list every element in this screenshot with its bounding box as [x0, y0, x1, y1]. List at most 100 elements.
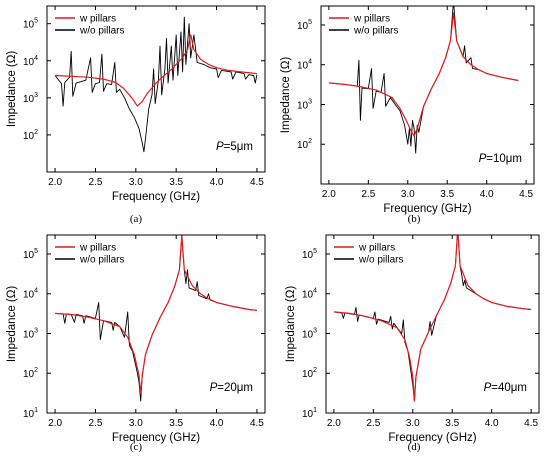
- y-tick-exponent: 5: [34, 248, 38, 255]
- panel-caption: (b): [408, 213, 421, 225]
- x-tick-label: 4.0: [210, 177, 224, 188]
- y-tick-exponent: 2: [34, 129, 38, 136]
- period-value: =20μm: [217, 382, 253, 394]
- x-axis-label: Frequency (GHz): [112, 432, 200, 444]
- period-annotation: P=5μm: [216, 141, 253, 153]
- x-tick-label: 4.5: [524, 418, 538, 429]
- y-tick-exponent: 4: [34, 55, 38, 62]
- period-symbol: P: [479, 153, 487, 165]
- y-tick-exponent: 2: [34, 367, 38, 374]
- plot-frame: [325, 234, 540, 414]
- y-tick-exponent: 1: [34, 407, 38, 414]
- x-tick-label: 2.0: [48, 177, 62, 188]
- y-tick-base: 10: [23, 369, 35, 380]
- y-tick-label: 102: [297, 138, 312, 151]
- y-tick-exponent: 2: [313, 367, 317, 374]
- y-tick-label: 101: [302, 407, 317, 420]
- y-tick-base: 10: [23, 131, 35, 142]
- x-tick-label: 4.0: [210, 418, 224, 429]
- y-tick-label: 102: [23, 129, 38, 142]
- y-tick-base: 10: [23, 94, 35, 105]
- x-tick-label: 3.0: [401, 189, 415, 200]
- y-axis-label: Impedance (Ω): [285, 286, 297, 363]
- y-tick-base: 10: [23, 250, 35, 261]
- y-tick-label: 101: [23, 407, 38, 420]
- series-line-w-pillars: [55, 34, 257, 107]
- legend-label-w-pillars: w pillars: [79, 243, 116, 254]
- y-tick-base: 10: [302, 250, 314, 261]
- x-tick-label: 3.0: [129, 418, 143, 429]
- y-axis-label: Impedance (Ω): [6, 286, 18, 363]
- y-tick-exponent: 1: [313, 407, 317, 414]
- y-tick-base: 10: [297, 61, 309, 72]
- series-line-w-pillars: [328, 12, 519, 137]
- period-value: =40μm: [491, 382, 527, 394]
- x-tick-label: 3.0: [406, 418, 420, 429]
- x-axis-label: Frequency (GHz): [388, 432, 476, 444]
- legend-label-wo-pillars: w/o pillars: [79, 255, 124, 266]
- y-tick-base: 10: [23, 409, 35, 420]
- y-tick-exponent: 3: [308, 98, 312, 105]
- period-symbol: P: [216, 141, 224, 153]
- y-tick-base: 10: [23, 329, 35, 340]
- plot-frame: [46, 5, 266, 173]
- period-annotation: P=40μm: [484, 382, 527, 394]
- y-tick-base: 10: [297, 140, 309, 151]
- y-tick-label: 104: [23, 288, 38, 301]
- y-axis-label: Impedance (Ω): [6, 51, 18, 128]
- y-tick-base: 10: [23, 57, 35, 68]
- x-tick-label: 4.0: [485, 418, 499, 429]
- x-axis-label: Frequency (GHz): [112, 191, 200, 203]
- y-tick-base: 10: [297, 100, 309, 111]
- y-tick-base: 10: [297, 21, 309, 32]
- panel-caption: (a): [130, 213, 143, 225]
- period-symbol: P: [484, 382, 492, 394]
- x-tick-label: 3.5: [445, 418, 459, 429]
- y-tick-label: 103: [23, 327, 38, 340]
- period-annotation: P=20μm: [210, 382, 253, 394]
- panel-caption: (c): [130, 441, 143, 453]
- y-tick-exponent: 4: [34, 288, 38, 295]
- y-tick-base: 10: [23, 20, 35, 31]
- y-tick-label: 104: [297, 59, 312, 72]
- y-tick-label: 102: [23, 367, 38, 380]
- x-tick-label: 3.5: [169, 418, 183, 429]
- x-tick-label: 4.5: [519, 189, 533, 200]
- y-tick-exponent: 3: [34, 92, 38, 99]
- chart-panel-a: 2.0 2.5 3.0 3.5 4.0 4.5102103104105Frequency …: [6, 5, 266, 225]
- series-line-w-pillars: [333, 235, 532, 402]
- period-value: =10μm: [486, 153, 522, 165]
- chart-panel-d: 2.0 2.5 3.0 3.5 4.0 4.5101102103104105Frequen…: [285, 234, 540, 453]
- y-axis-label: Impedance (Ω): [280, 57, 292, 134]
- y-tick-label: 102: [302, 367, 317, 380]
- y-tick-exponent: 5: [34, 18, 38, 25]
- x-tick-label: 2.0: [48, 418, 62, 429]
- y-tick-exponent: 5: [313, 248, 317, 255]
- plot-frame: [46, 234, 266, 414]
- series-line-wo-pillars: [328, 6, 519, 154]
- x-tick-label: 2.5: [366, 418, 380, 429]
- chart-panel-b: 2.0 2.5 3.0 3.5 4.0 4.5102103104105Frequency …: [280, 5, 535, 225]
- y-tick-exponent: 4: [308, 59, 312, 66]
- period-symbol: P: [210, 382, 218, 394]
- period-value: =5μm: [224, 141, 253, 153]
- x-tick-label: 4.5: [250, 177, 264, 188]
- panel-caption: (d): [408, 441, 421, 453]
- x-axis-label: Frequency (GHz): [383, 203, 471, 215]
- x-tick-label: 4.0: [480, 189, 494, 200]
- y-tick-label: 104: [23, 55, 38, 68]
- legend-label-wo-pillars: w/o pillars: [79, 26, 124, 37]
- legend-label-w-pillars: w pillars: [358, 243, 395, 254]
- legend-label-wo-pillars: w/o pillars: [358, 255, 403, 266]
- y-tick-label: 104: [302, 288, 317, 301]
- y-tick-label: 103: [297, 98, 312, 111]
- x-tick-label: 2.5: [361, 189, 375, 200]
- y-tick-label: 105: [23, 18, 38, 31]
- legend-label-wo-pillars: w/o pillars: [353, 26, 398, 37]
- y-tick-label: 105: [302, 248, 317, 261]
- x-tick-label: 2.0: [322, 189, 336, 200]
- y-tick-label: 103: [302, 327, 317, 340]
- y-tick-base: 10: [302, 329, 314, 340]
- series-line-wo-pillars: [54, 16, 258, 153]
